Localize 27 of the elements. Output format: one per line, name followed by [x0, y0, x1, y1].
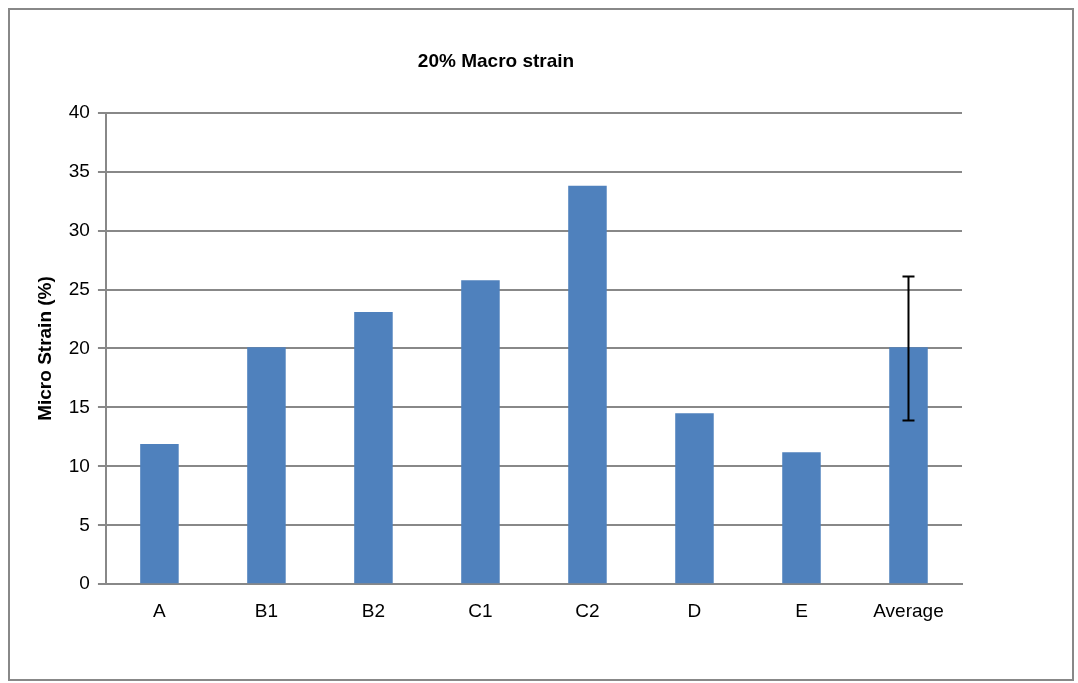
y-tick-label: 20	[68, 336, 90, 358]
x-tick-label: B2	[361, 599, 386, 621]
y-tick-label: 10	[68, 454, 90, 476]
bar	[675, 413, 714, 584]
y-tick-label: 40	[68, 101, 90, 123]
x-tick-label: E	[795, 599, 808, 621]
bar	[568, 185, 607, 584]
x-tick-label: Average	[873, 599, 944, 621]
y-axis-title: Micro Strain (%)	[33, 276, 55, 421]
bar	[354, 311, 393, 584]
bar	[889, 347, 928, 584]
y-tick-label: 5	[79, 513, 90, 535]
x-tick-label: D	[687, 599, 702, 621]
bar	[782, 452, 821, 584]
x-tick-label: A	[153, 599, 167, 621]
x-tick-label: C1	[468, 599, 493, 621]
y-tick-label: 30	[68, 218, 90, 240]
y-tick-label: 15	[68, 395, 90, 417]
chart-title: 20% Macro strain	[417, 49, 575, 71]
bar	[247, 347, 286, 584]
y-tick-label: 0	[79, 572, 90, 594]
y-tick-label: 35	[68, 159, 90, 181]
bar	[140, 443, 179, 584]
bar	[461, 280, 500, 584]
x-tick-label: B1	[254, 599, 279, 621]
y-tick-label: 25	[68, 277, 90, 299]
x-tick-label: C2	[575, 599, 600, 621]
